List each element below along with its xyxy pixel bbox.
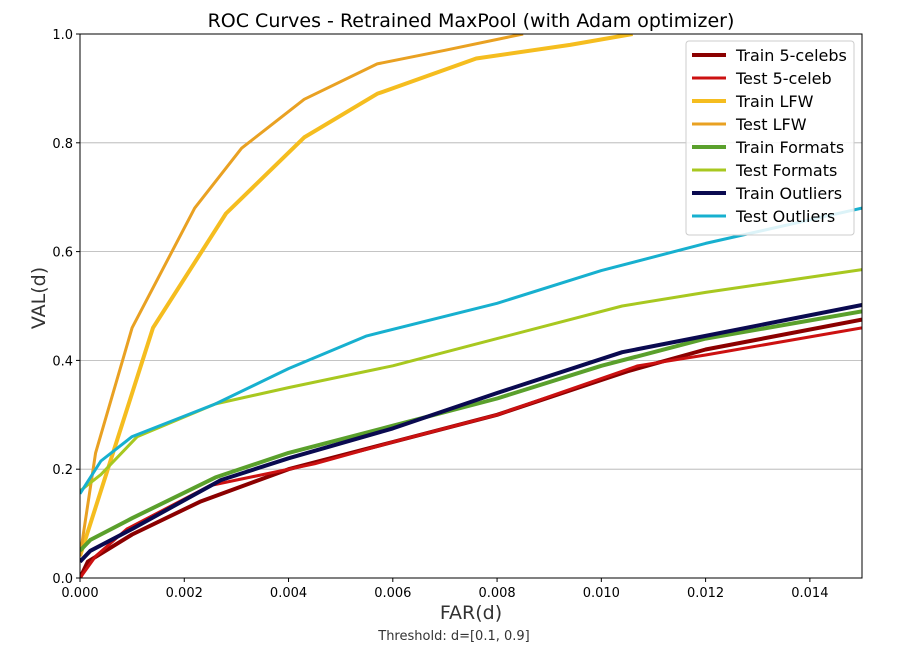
x-tick-label: 0.002	[166, 586, 203, 601]
x-tick-label: 0.000	[61, 586, 98, 601]
y-tick-label: 0.8	[52, 137, 73, 152]
x-axis-label: FAR(d)	[440, 602, 502, 624]
threshold-caption: Threshold: d=[0.1, 0.9]	[378, 629, 530, 644]
legend-label: Test LFW	[735, 115, 807, 134]
x-tick-label: 0.014	[791, 586, 828, 601]
series-line-test-5-celeb	[80, 326, 862, 578]
x-tick-label: 0.010	[583, 586, 620, 601]
y-tick-label: 0.6	[52, 246, 73, 261]
legend-label: Train Formats	[735, 138, 844, 157]
y-tick-label: 0.2	[52, 463, 73, 478]
x-tick-label: 0.004	[270, 586, 307, 601]
x-tick-label: 0.008	[478, 586, 515, 601]
y-axis-ticks: 0.0 0.2 0.4 0.6 0.8 1.0	[52, 28, 80, 587]
x-axis-ticks: 0.000 0.002 0.004 0.006 0.008 0.010 0.012 0.014	[61, 578, 828, 601]
legend-label: Test Formats	[735, 161, 837, 180]
series-lines	[80, 34, 862, 578]
legend-box	[685, 40, 855, 236]
series-line-train-lfw	[80, 34, 633, 557]
y-axis-label: VAL(d)	[28, 267, 50, 329]
series-line-test-outliers	[80, 206, 862, 495]
y-tick-label: 0.0	[52, 572, 73, 587]
roc-chart: 0.000 0.002 0.004 0.006 0.008 0.010 0.012 0.014…	[28, 10, 863, 624]
legend-label: Test Outliers	[735, 207, 835, 226]
x-tick-label: 0.012	[687, 586, 724, 601]
x-tick-label: 0.006	[374, 586, 411, 601]
series-line-test-formats	[80, 268, 862, 493]
y-tick-label: 1.0	[52, 28, 73, 43]
y-tick-label: 0.4	[52, 354, 73, 369]
legend-label: Train LFW	[735, 92, 814, 111]
legend: Train 5-celebs Test 5-celeb Train LFW Test …	[685, 40, 855, 236]
plot-frame	[79, 33, 863, 579]
chart-title: ROC Curves - Retrained MaxPool (with Ada…	[208, 10, 735, 32]
legend-label: Test 5-celeb	[735, 69, 832, 88]
series-line-train-formats	[80, 309, 862, 553]
legend-label: Train Outliers	[735, 184, 842, 203]
series-line-test-lfw	[80, 34, 524, 557]
legend-label: Train 5-celebs	[735, 46, 847, 65]
gridlines	[80, 142, 862, 470]
series-line-train-outliers	[80, 302, 862, 564]
